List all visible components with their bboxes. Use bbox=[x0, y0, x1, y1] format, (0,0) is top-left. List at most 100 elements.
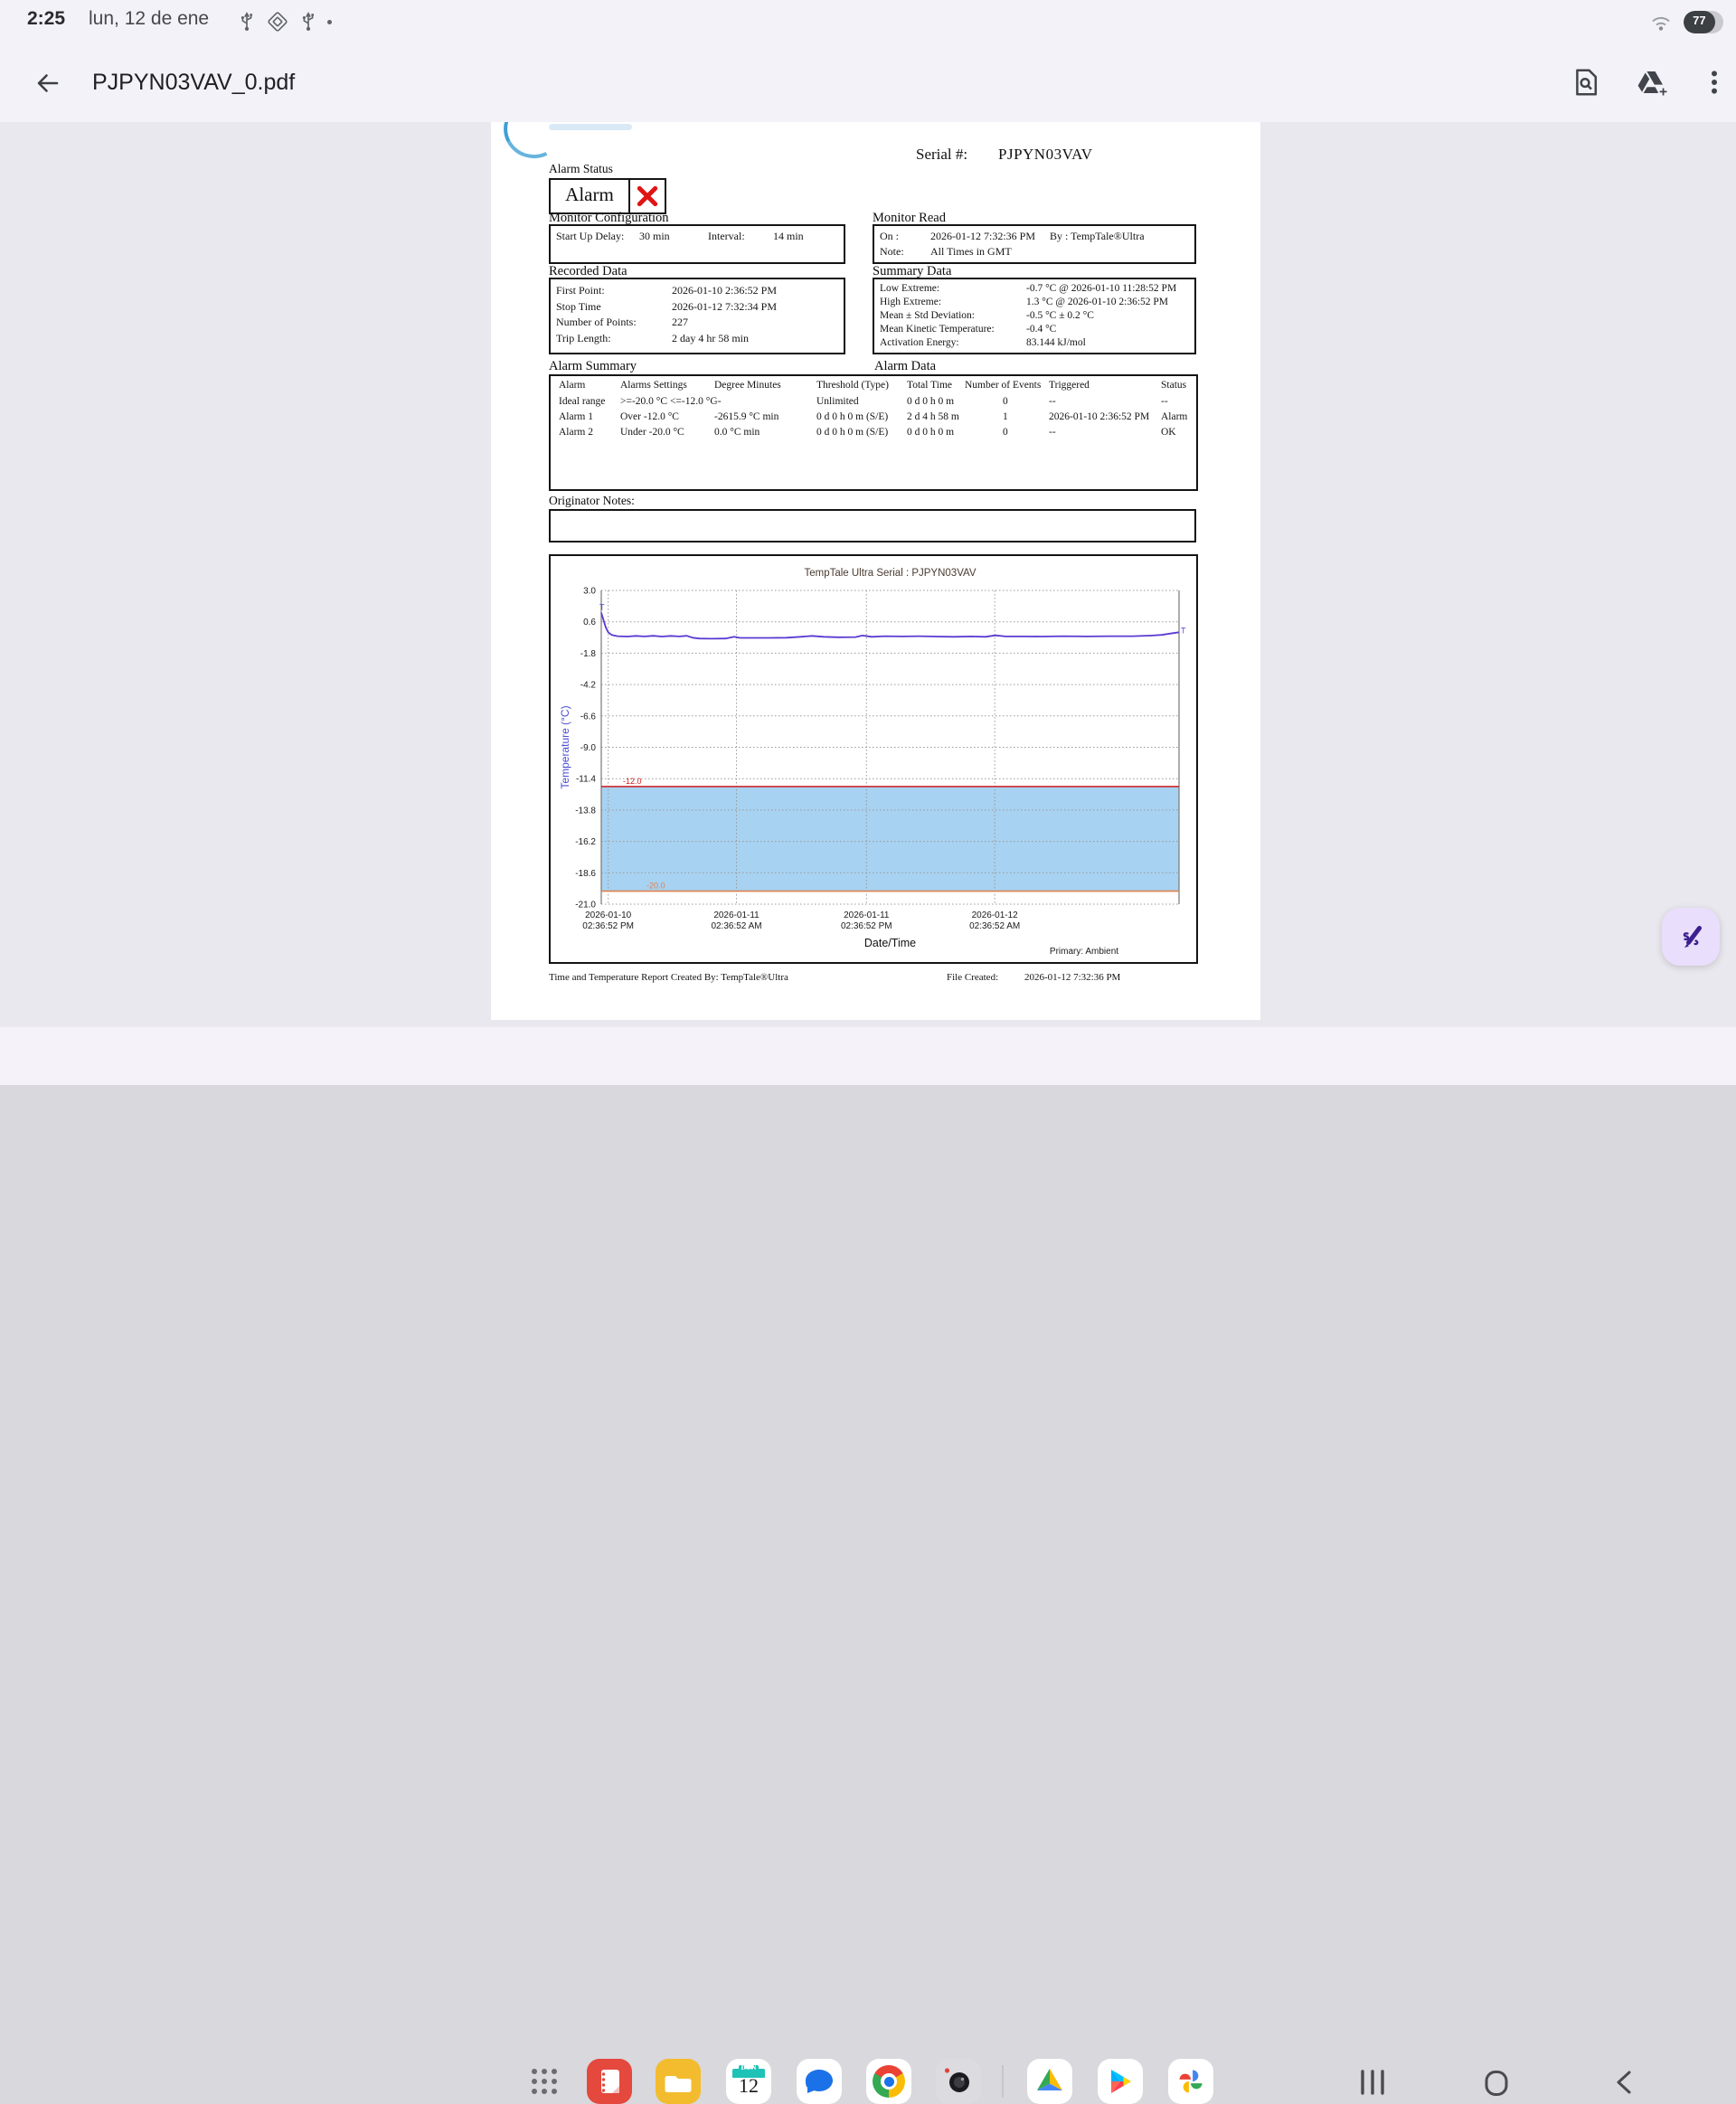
apps-grid-icon[interactable] bbox=[528, 2065, 561, 2098]
table-header: Degree Minutes bbox=[714, 380, 781, 391]
svg-text:02:36:52 PM: 02:36:52 PM bbox=[841, 921, 892, 931]
field-value: 2026-01-12 7:32:34 PM bbox=[672, 299, 778, 313]
save-to-drive-icon[interactable]: + bbox=[1635, 66, 1669, 100]
svg-text:T: T bbox=[1181, 626, 1186, 635]
app-icon-notes[interactable] bbox=[587, 2059, 632, 2104]
table-cell: Ideal range bbox=[559, 396, 606, 407]
svg-text:02:36:52 AM: 02:36:52 AM bbox=[969, 921, 1020, 931]
calendar-weekday: LUN bbox=[741, 2063, 757, 2071]
alarm-status-box: Alarm bbox=[549, 178, 666, 214]
table-cell: Under -20.0 °C bbox=[620, 427, 684, 438]
app-icon-play-store[interactable] bbox=[1098, 2059, 1143, 2104]
field-value: 14 min bbox=[773, 230, 804, 242]
top-bars: 2:25 lun, 12 de ene 77 PJPYN03VAV_0.pdf … bbox=[0, 0, 1736, 122]
table-cell: 0 d 0 h 0 m (S/E) bbox=[816, 411, 889, 422]
table-cell: 0 bbox=[1003, 427, 1008, 438]
field-value: -0.4 °C bbox=[1026, 324, 1057, 335]
svg-text:0.6: 0.6 bbox=[583, 618, 596, 627]
usb-icon bbox=[237, 10, 257, 33]
calendar-day: 12 bbox=[739, 2074, 759, 2097]
pdf-viewer-scroll-area[interactable]: Serial #: PJPYN03VAV Alarm Status Alarm … bbox=[0, 122, 1736, 1027]
field-value: 30 min bbox=[639, 230, 670, 242]
battery-percent: 77 bbox=[1693, 13, 1706, 27]
table-header: Alarm bbox=[559, 380, 586, 391]
originator-notes-label: Originator Notes: bbox=[549, 494, 635, 507]
field-value: -0.5 °C ± 0.2 °C bbox=[1026, 310, 1094, 321]
alarm-status-heading: Alarm Status bbox=[549, 162, 613, 175]
app-icon-messages[interactable] bbox=[797, 2059, 842, 2104]
field-label: High Extreme: bbox=[880, 297, 942, 307]
svg-text:2026-01-10: 2026-01-10 bbox=[585, 910, 632, 920]
summary-data-box: Low Extreme: -0.7 °C @ 2026-01-10 11:28:5… bbox=[873, 278, 1196, 354]
field-value: 2 day 4 hr 58 min bbox=[672, 331, 749, 344]
alarm-table: Alarm Alarms Settings Degree Minutes Thresh… bbox=[549, 374, 1198, 491]
nav-back-icon[interactable] bbox=[1612, 2070, 1636, 2095]
svg-text:-1.8: -1.8 bbox=[580, 649, 597, 659]
serial-value: PJPYN03VAV bbox=[998, 146, 1093, 163]
svg-text:3.0: 3.0 bbox=[583, 587, 596, 597]
table-cell: Alarm 2 bbox=[559, 427, 594, 438]
app-icon-camera[interactable] bbox=[936, 2059, 981, 2104]
table-cell: Unlimited bbox=[816, 396, 859, 407]
alarm-summary-title: Alarm Summary bbox=[549, 359, 637, 373]
dock-separator bbox=[1002, 2065, 1004, 2098]
field-label: Start Up Delay: bbox=[556, 230, 625, 242]
alarm-status-value: Alarm bbox=[565, 184, 614, 205]
svg-text:02:36:52 AM: 02:36:52 AM bbox=[711, 921, 761, 931]
field-value: -0.7 °C @ 2026-01-10 11:28:52 PM bbox=[1026, 283, 1177, 294]
status-time: 2:25 bbox=[27, 8, 66, 29]
alarm-data-title: Alarm Data bbox=[874, 359, 937, 373]
nav-recents-icon[interactable] bbox=[1358, 2070, 1387, 2095]
table-cell: Alarm 1 bbox=[559, 411, 594, 422]
wifi-icon bbox=[1649, 11, 1673, 33]
monitor-read-box: On : 2026-01-12 7:32:36 PM By : TempTale®U… bbox=[873, 224, 1196, 264]
table-cell: 0.0 °C min bbox=[714, 427, 760, 438]
monitor-read-title: Monitor Read bbox=[873, 211, 946, 225]
footer-file-created-value: 2026-01-12 7:32:36 PM bbox=[1024, 972, 1121, 983]
field-label: First Point: bbox=[556, 284, 605, 297]
svg-text:Primary: Ambient: Primary: Ambient bbox=[1050, 947, 1118, 957]
field-label: Low Extreme: bbox=[880, 283, 940, 294]
table-cell: 0 d 0 h 0 m (S/E) bbox=[816, 427, 889, 438]
field-value: All Times in GMT bbox=[930, 245, 1012, 258]
app-icon-drive[interactable] bbox=[1027, 2059, 1072, 2104]
table-header: Triggered bbox=[1049, 380, 1090, 391]
battery-indicator: 77 bbox=[1684, 10, 1723, 33]
table-cell: -- bbox=[1049, 427, 1056, 438]
field-value: 2026-01-12 7:32:36 PM bbox=[930, 230, 1036, 242]
pen-annotate-icon[interactable] bbox=[1662, 908, 1720, 966]
svg-text:2026-01-12: 2026-01-12 bbox=[972, 910, 1019, 920]
svg-text:-13.8: -13.8 bbox=[575, 806, 596, 816]
app-icon-my-files[interactable] bbox=[656, 2059, 701, 2104]
table-cell: 0 d 0 h 0 m bbox=[907, 427, 955, 438]
svg-text:-12.0: -12.0 bbox=[623, 777, 642, 786]
back-arrow-icon[interactable] bbox=[33, 68, 63, 99]
field-label: Mean Kinetic Temperature: bbox=[880, 324, 995, 335]
svg-text:-11.4: -11.4 bbox=[576, 775, 596, 785]
notification-dot bbox=[327, 19, 332, 24]
app-icon-calendar[interactable]: LUN 12 bbox=[726, 2059, 771, 2104]
status-icons bbox=[237, 10, 332, 33]
monitor-configuration-box: Start Up Delay: 30 min Interval: 14 min bbox=[549, 224, 845, 264]
battery-fill bbox=[1684, 10, 1715, 33]
search-in-document-icon[interactable] bbox=[1570, 66, 1604, 100]
app-icon-photos[interactable] bbox=[1168, 2059, 1213, 2104]
app-icon-chrome[interactable] bbox=[866, 2059, 911, 2104]
field-label: Stop Time bbox=[556, 299, 601, 313]
vendor-logo-text-fragment bbox=[549, 124, 632, 130]
temperature-chart-svg: 3.0 0.6 -1.8 -4.2 -6.6 -9.0 -11.4 -13.8 -16.2 -18… bbox=[559, 568, 1186, 957]
package-icon bbox=[266, 10, 289, 33]
status-date: lun, 12 de ene bbox=[89, 8, 210, 29]
nav-home-icon[interactable] bbox=[1483, 2070, 1510, 2097]
recorded-data-box: First Point: 2026-01-10 2:36:52 PM Stop Ti… bbox=[549, 278, 845, 354]
status-right: 77 bbox=[1649, 9, 1723, 34]
field-label: Trip Length: bbox=[556, 331, 611, 344]
table-cell: -2615.9 °C min bbox=[714, 411, 779, 422]
table-header: Threshold (Type) bbox=[816, 380, 889, 391]
table-header: Total Time bbox=[907, 380, 952, 391]
svg-text:2026-01-11: 2026-01-11 bbox=[713, 910, 760, 920]
svg-text:+: + bbox=[1659, 85, 1667, 99]
more-options-icon[interactable] bbox=[1698, 66, 1732, 100]
table-cell: 2026-01-10 2:36:52 PM bbox=[1049, 411, 1150, 422]
footer-file-created-label: File Created: bbox=[947, 972, 999, 983]
